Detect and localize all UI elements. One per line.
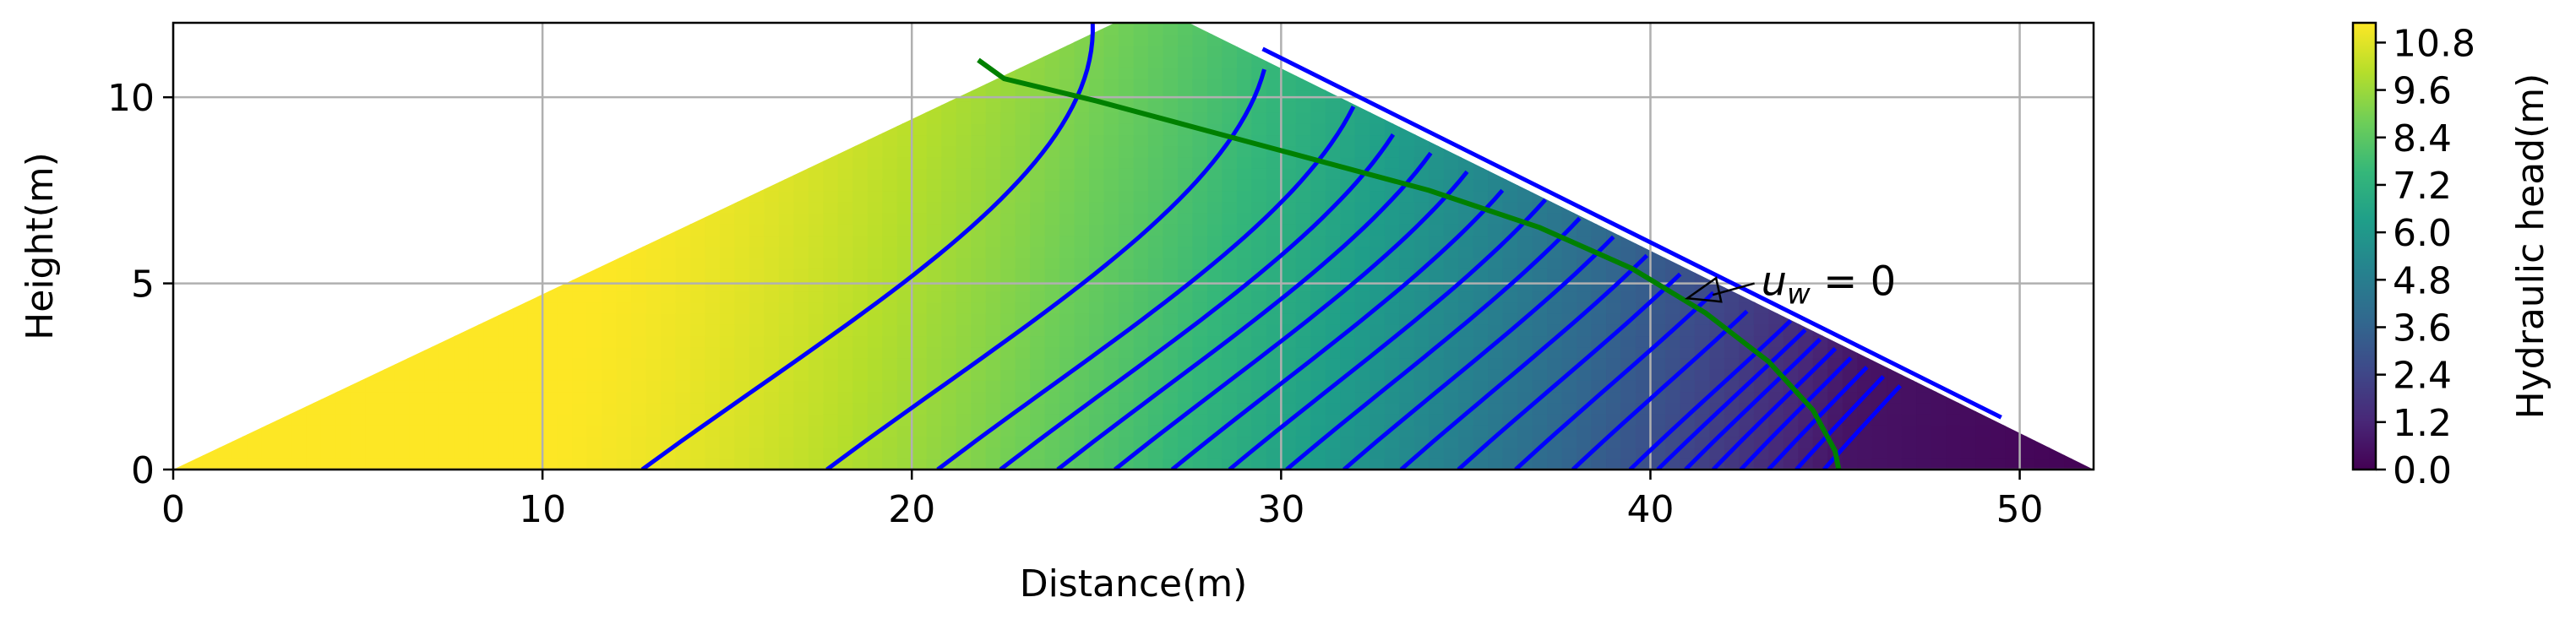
y-axis-label: Height(m) — [19, 152, 62, 340]
contour-line — [1342, 235, 1615, 470]
x-axis-label: Distance(m) — [1020, 562, 1248, 605]
colorbar-tick-label: 8.4 — [2393, 117, 2452, 160]
annotation-text: uw = 0 — [1762, 258, 1897, 312]
x-tick-label: 10 — [519, 488, 566, 531]
contour-lines — [640, 23, 2002, 470]
hydraulic-head-field — [173, 23, 2094, 470]
contour-line — [1285, 216, 1582, 470]
annotation-arrowhead — [1684, 276, 1723, 303]
contour-line — [1739, 356, 1853, 470]
contour-line — [1794, 375, 1886, 470]
plot-frame — [172, 21, 2095, 471]
colorbar-tick-label: 9.6 — [2393, 70, 2452, 113]
contour-line — [1170, 188, 1505, 470]
phreatic-line — [977, 57, 1842, 470]
colorbar-tick-label: 3.6 — [2393, 307, 2452, 350]
seepage-face — [1261, 46, 2002, 420]
x-tick-label: 0 — [161, 488, 185, 531]
contour-line — [1656, 328, 1807, 470]
x-tick-label: 50 — [1996, 488, 2044, 531]
annotation: uw = 0 — [1684, 258, 1897, 312]
contour-line — [936, 106, 1356, 470]
colorbar-ticks: 0.01.22.4 3.6 4.86.07.2 8.49.6 10.8 — [2376, 22, 2475, 492]
grid — [172, 23, 2094, 471]
x-tick-label: 30 — [1257, 488, 1304, 531]
x-tick-label: 40 — [1626, 488, 1674, 531]
x-axis-ticks: 0 10 20 30 40 50 — [161, 470, 2044, 531]
contour-line — [1114, 170, 1469, 470]
y-tick-label: 0 — [131, 449, 155, 492]
colorbar-tick-label: 2.4 — [2393, 355, 2452, 398]
colorbar-tick-label: 4.8 — [2393, 259, 2452, 302]
contour-line — [1514, 290, 1715, 470]
colorbar: 0.01.22.4 3.6 4.86.07.2 8.49.6 10.8 Hydrauli… — [2351, 21, 2552, 492]
contour-line — [1056, 151, 1433, 470]
x-tick-label: 20 — [888, 488, 935, 531]
contour-line — [999, 133, 1396, 470]
colorbar-tick-label: 10.8 — [2393, 22, 2475, 65]
y-axis-ticks: 0 5 10 — [107, 77, 173, 492]
colorbar-gradient — [2351, 21, 2377, 471]
contour-line — [1628, 318, 1793, 470]
colorbar-tick-label: 1.2 — [2393, 402, 2452, 445]
colorbar-tick-label: 6.0 — [2393, 212, 2452, 255]
contour-line — [1571, 309, 1749, 470]
y-tick-label: 10 — [107, 77, 155, 120]
contour-line — [1228, 198, 1548, 470]
contour-line — [1399, 253, 1649, 470]
contour-line — [1684, 337, 1822, 470]
contour-line — [1712, 346, 1838, 470]
colorbar-tick-label: 7.2 — [2393, 165, 2452, 208]
colorbar-label: Hydraulic head(m) — [2509, 73, 2552, 420]
colorbar-tick-label: 0.0 — [2393, 449, 2452, 492]
contour-line — [1457, 272, 1682, 470]
phreatic-line-path — [977, 57, 1842, 470]
y-tick-label: 5 — [131, 263, 155, 307]
